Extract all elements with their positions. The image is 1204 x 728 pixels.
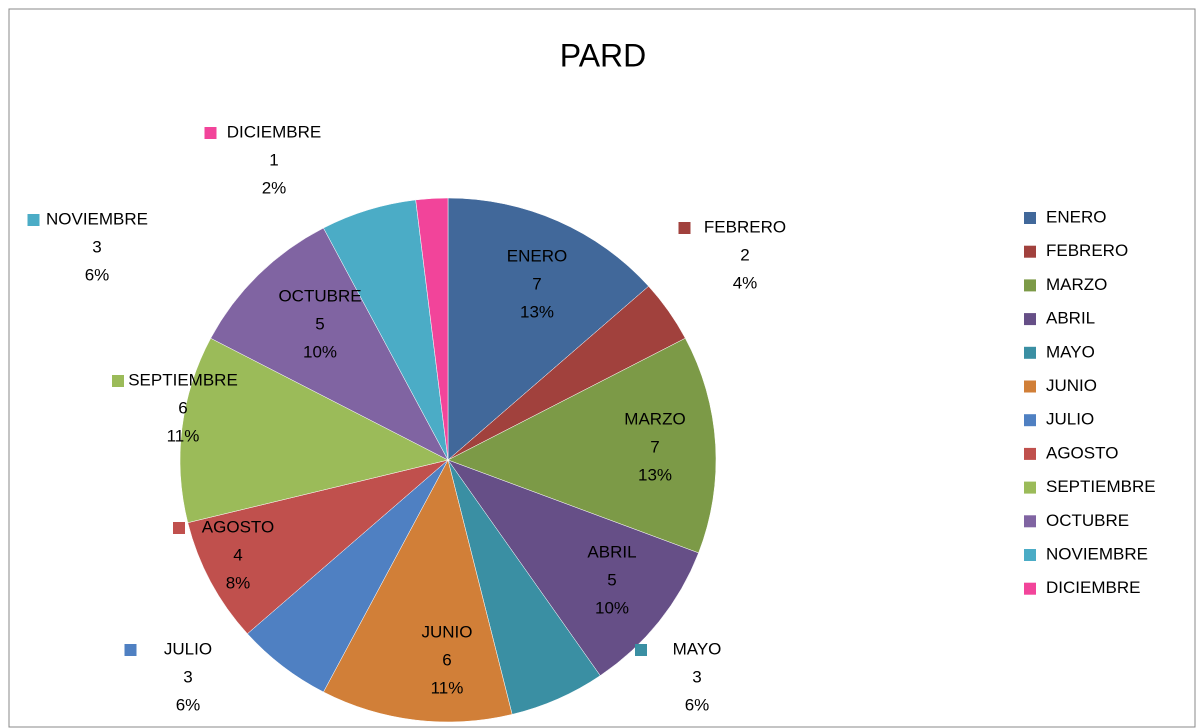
legend-swatch (1024, 549, 1036, 561)
data-label-name: JULIO (164, 639, 212, 658)
data-label-value: 6 (178, 398, 187, 417)
label-marker (678, 222, 691, 234)
data-label-value: 3 (183, 667, 192, 686)
label-marker (173, 522, 185, 534)
data-label-name: JUNIO (422, 622, 473, 641)
label-marker (635, 644, 647, 656)
pie-slice (179, 337, 449, 524)
data-label-percent: 10% (303, 342, 337, 361)
legend-label: ENERO (1046, 207, 1106, 226)
legend-swatch (1024, 515, 1036, 528)
legend-label: AGOSTO (1046, 443, 1118, 462)
legend-label: NOVIEMBRE (1046, 544, 1148, 563)
data-label-value: 3 (92, 237, 101, 256)
data-label-percent: 13% (520, 302, 554, 321)
pie-slice (415, 197, 449, 461)
legend-label: MARZO (1046, 275, 1107, 294)
data-label-name: ABRIL (587, 542, 636, 561)
legend-swatch (1024, 245, 1036, 258)
data-label-value: 5 (607, 570, 616, 589)
data-label-percent: 11% (431, 678, 464, 697)
legend-label: DICIEMBRE (1046, 578, 1140, 597)
legend-swatch (1024, 212, 1036, 224)
label-marker (27, 214, 40, 226)
legend-swatch (1024, 582, 1036, 595)
data-label-value: 1 (269, 150, 278, 169)
pie-slice (447, 459, 699, 676)
data-label-name: SEPTIEMBRE (128, 370, 238, 389)
label-marker (591, 414, 604, 426)
legend-label: OCTUBRE (1046, 511, 1129, 530)
data-label-name: AGOSTO (202, 517, 274, 536)
pie-slice (187, 459, 449, 635)
data-label-name: ENERO (507, 246, 567, 265)
data-label-percent: 6% (176, 695, 201, 714)
data-label-value: 6 (442, 650, 451, 669)
data-label-percent: 10% (595, 598, 629, 617)
data-label-percent: 11% (167, 426, 200, 445)
data-label-value: 5 (315, 314, 324, 333)
legend-label: SEPTIEMBRE (1046, 477, 1156, 496)
legend-swatch (1024, 414, 1036, 427)
label-marker (112, 375, 124, 387)
data-label-percent: 13% (638, 465, 672, 484)
legend-swatch (1024, 346, 1036, 359)
legend-swatch (1024, 481, 1036, 494)
pie-slice (447, 197, 649, 461)
data-label-name: MARZO (624, 409, 685, 428)
pie-slice (447, 337, 717, 554)
data-label-percent: 8% (226, 573, 251, 592)
label-marker (473, 251, 486, 263)
data-label-percent: 6% (85, 265, 110, 284)
label-marker (548, 547, 561, 559)
data-label-percent: 6% (685, 695, 710, 714)
data-label-name: NOVIEMBRE (46, 209, 148, 228)
data-label-name: DICIEMBRE (227, 122, 321, 141)
data-label-percent: 2% (262, 178, 287, 197)
legend-label: FEBRERO (1046, 241, 1128, 260)
label-marker (124, 644, 137, 656)
chart-title: PARD (560, 37, 647, 73)
legend-swatch (1024, 447, 1036, 460)
legend-label: MAYO (1046, 342, 1095, 361)
data-label-value: 7 (650, 437, 659, 456)
data-label-value: 3 (692, 667, 701, 686)
legend-swatch (1024, 380, 1036, 393)
label-marker (383, 627, 396, 639)
data-label-percent: 4% (733, 273, 758, 292)
label-marker (204, 127, 217, 139)
pie-slice (210, 227, 449, 461)
data-label-value: 7 (532, 274, 541, 293)
legend-swatch (1024, 279, 1036, 292)
legend-label: JULIO (1046, 410, 1094, 429)
legend-label: ABRIL (1046, 309, 1095, 328)
data-label-value: 4 (233, 545, 242, 564)
legend-label: JUNIO (1046, 376, 1097, 395)
pie-slice (323, 459, 513, 723)
data-label-name: OCTUBRE (278, 286, 361, 305)
data-label-name: MAYO (673, 639, 722, 658)
data-label-name: FEBRERO (704, 217, 786, 236)
data-label-value: 2 (740, 245, 749, 264)
legend-swatch (1024, 313, 1036, 326)
label-marker (253, 291, 266, 303)
